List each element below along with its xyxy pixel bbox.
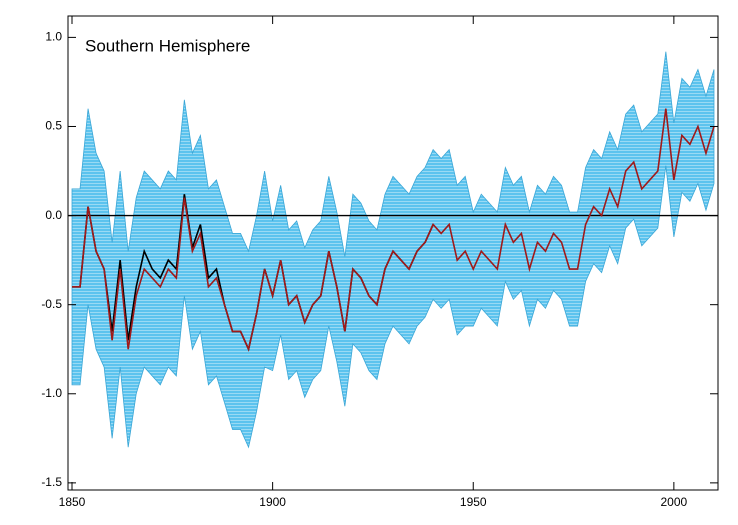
x-tick-label: 2000 <box>661 495 688 509</box>
anomaly-line <box>72 108 715 352</box>
x-tick-label: 1950 <box>460 495 487 509</box>
y-tick-label: 0.0 <box>45 208 62 222</box>
y-tick-label: -1.0 <box>41 386 62 400</box>
chart-title: Southern Hemisphere <box>85 36 250 55</box>
x-tick-label: 1900 <box>259 495 286 509</box>
y-tick-label: 1.0 <box>45 30 62 44</box>
y-tick-label: 0.5 <box>45 119 62 133</box>
x-tick-label: 1850 <box>59 495 86 509</box>
y-tick-label: -1.5 <box>41 475 62 489</box>
y-tick-label: -0.5 <box>41 297 62 311</box>
plot-frame <box>67 15 719 491</box>
uncertainty-band <box>71 51 715 449</box>
